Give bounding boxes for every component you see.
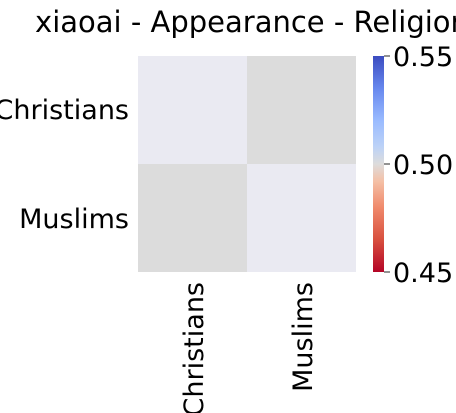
x-axis: Christians Muslims <box>179 282 319 413</box>
colorbar-gradient <box>373 56 384 272</box>
colorbar-tick-label-mid: 0.50 <box>393 150 453 181</box>
colorbar-tick-label-min: 0.45 <box>393 258 453 289</box>
x-tick-label-christians: Christians <box>179 282 210 413</box>
y-tick-label-muslims: Muslims <box>19 204 129 235</box>
y-axis: Christians Muslims <box>0 95 129 235</box>
y-tick-label-christians: Christians <box>0 95 129 126</box>
heatmap-cell-christians-muslims <box>247 56 356 164</box>
colorbar-tick-label-max: 0.55 <box>393 42 453 73</box>
x-tick-label-muslims: Muslims <box>288 282 319 392</box>
heatmap-cell-muslims-muslims <box>247 164 356 272</box>
chart-title: xiaoai - Appearance - Religion <box>35 5 456 39</box>
heatmap-cell-christians-christians <box>138 56 247 164</box>
heatmap-cells <box>138 56 356 272</box>
colorbar: 0.55 0.50 0.45 <box>373 42 453 289</box>
heatmap-cell-muslims-christians <box>138 164 247 272</box>
